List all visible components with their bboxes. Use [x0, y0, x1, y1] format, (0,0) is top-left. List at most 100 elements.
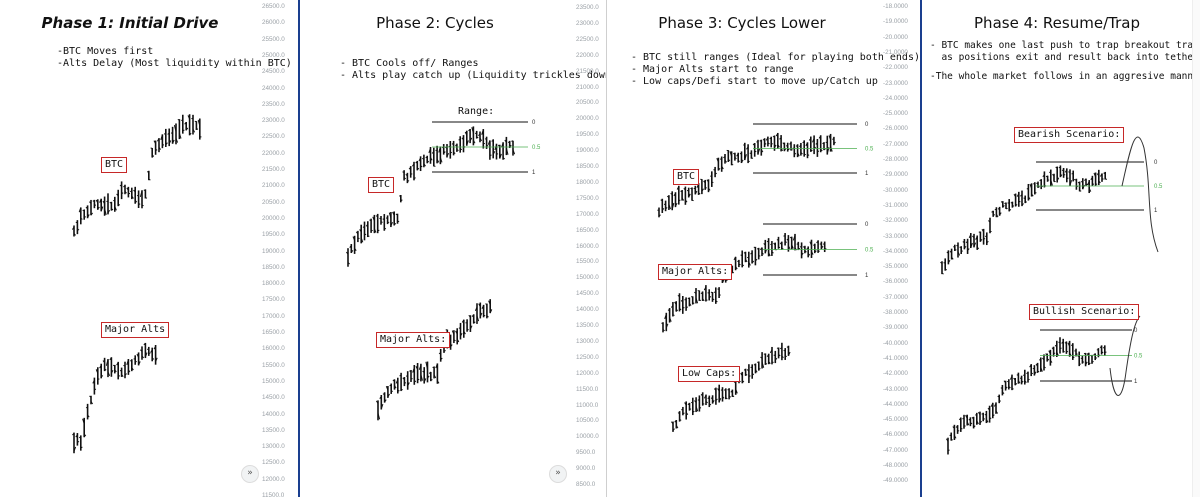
- open-tick: [713, 388, 717, 391]
- open-tick: [940, 261, 943, 264]
- open-tick: [471, 127, 474, 134]
- open-tick: [389, 384, 392, 387]
- close-tick: [148, 178, 151, 181]
- axis-tick-label: 10000.0: [576, 433, 599, 441]
- open-tick: [1064, 342, 1067, 344]
- open-tick: [1045, 353, 1048, 356]
- close-tick: [817, 250, 820, 253]
- axis-tick-label: 14000.0: [262, 410, 285, 418]
- close-tick: [714, 172, 717, 175]
- close-tick: [394, 385, 397, 389]
- open-tick: [946, 251, 949, 254]
- open-tick: [379, 396, 382, 399]
- close-tick: [420, 165, 423, 168]
- close-tick: [777, 144, 780, 148]
- close-tick: [976, 247, 980, 250]
- close-tick: [717, 167, 721, 171]
- close-tick: [73, 233, 76, 236]
- close-tick: [453, 151, 456, 154]
- open-tick: [694, 400, 697, 403]
- axis-tick-label: 26500.0: [262, 3, 285, 10]
- right-scrollbar[interactable]: [1192, 0, 1200, 497]
- close-tick: [83, 434, 87, 438]
- close-tick: [138, 203, 141, 205]
- open-tick: [418, 157, 422, 162]
- close-tick: [426, 160, 430, 163]
- open-tick: [402, 377, 405, 380]
- close-tick: [155, 357, 158, 362]
- close-tick: [1037, 186, 1040, 188]
- fib-label-0: 0: [865, 122, 869, 128]
- open-tick: [129, 190, 133, 193]
- close-tick: [77, 228, 80, 231]
- open-tick: [1000, 201, 1004, 204]
- open-tick: [455, 330, 458, 335]
- close-tick: [708, 296, 712, 299]
- axis-tick-label: -29.0000: [883, 171, 908, 179]
- open-tick: [955, 425, 958, 428]
- close-tick: [489, 309, 493, 314]
- open-tick: [1052, 174, 1055, 177]
- close-tick: [721, 165, 724, 170]
- axis-tick-label: 13500.0: [262, 426, 285, 434]
- close-tick: [1027, 378, 1030, 381]
- close-tick: [430, 379, 433, 381]
- close-tick: [811, 251, 814, 255]
- close-tick: [787, 245, 791, 250]
- open-tick: [782, 142, 785, 145]
- open-tick: [369, 219, 372, 222]
- close-tick: [751, 260, 755, 264]
- note-line: - BTC still ranges (Ideal for playing bo…: [631, 52, 920, 63]
- close-tick: [168, 140, 172, 144]
- close-tick: [472, 139, 476, 144]
- open-tick: [1093, 353, 1096, 356]
- open-tick: [1010, 201, 1013, 204]
- close-tick: [767, 142, 770, 145]
- fib-label-05: 0.5: [865, 147, 874, 153]
- phase-2-panel: Phase 2: Cycles - BTC Cools off/ Ranges …: [300, 0, 606, 497]
- open-tick: [984, 235, 988, 238]
- axis-tick-label: 23500.0: [576, 4, 599, 11]
- scroll-right-button[interactable]: »: [549, 465, 567, 483]
- close-tick: [741, 159, 744, 163]
- major-alts-label: Major Alts:: [376, 332, 451, 348]
- open-tick: [375, 400, 379, 404]
- close-tick: [423, 163, 426, 167]
- open-tick: [684, 402, 687, 406]
- open-tick: [126, 187, 129, 191]
- open-tick: [729, 151, 733, 157]
- open-tick: [126, 359, 129, 366]
- close-tick: [692, 302, 695, 305]
- low-caps-label: Low Caps:: [678, 366, 741, 382]
- open-tick: [962, 417, 965, 420]
- open-tick: [759, 139, 762, 142]
- axis-tick-label: 19500.0: [576, 131, 599, 139]
- close-tick: [373, 228, 377, 233]
- close-tick: [1040, 367, 1043, 372]
- open-tick: [451, 142, 454, 145]
- scroll-right-button[interactable]: »: [241, 465, 259, 483]
- close-tick: [446, 152, 450, 157]
- open-tick: [686, 189, 689, 192]
- close-tick: [745, 259, 748, 263]
- close-tick: [459, 148, 463, 151]
- close-tick: [964, 246, 967, 249]
- open-tick: [422, 370, 425, 373]
- close-tick: [1079, 363, 1081, 365]
- close-tick: [107, 209, 111, 214]
- close-tick: [111, 208, 114, 211]
- open-tick: [965, 414, 968, 419]
- open-tick: [713, 291, 717, 294]
- open-tick: [988, 220, 991, 223]
- open-tick: [796, 243, 799, 245]
- close-tick: [117, 374, 121, 377]
- open-tick: [402, 171, 405, 173]
- axis-tick-label: 11500.0: [576, 385, 599, 393]
- close-tick: [384, 227, 387, 230]
- axis-tick-label: 20000.0: [576, 115, 599, 123]
- open-tick: [133, 189, 136, 193]
- open-tick: [345, 251, 349, 255]
- close-tick: [722, 396, 725, 399]
- close-tick: [708, 187, 711, 191]
- open-tick: [143, 343, 146, 346]
